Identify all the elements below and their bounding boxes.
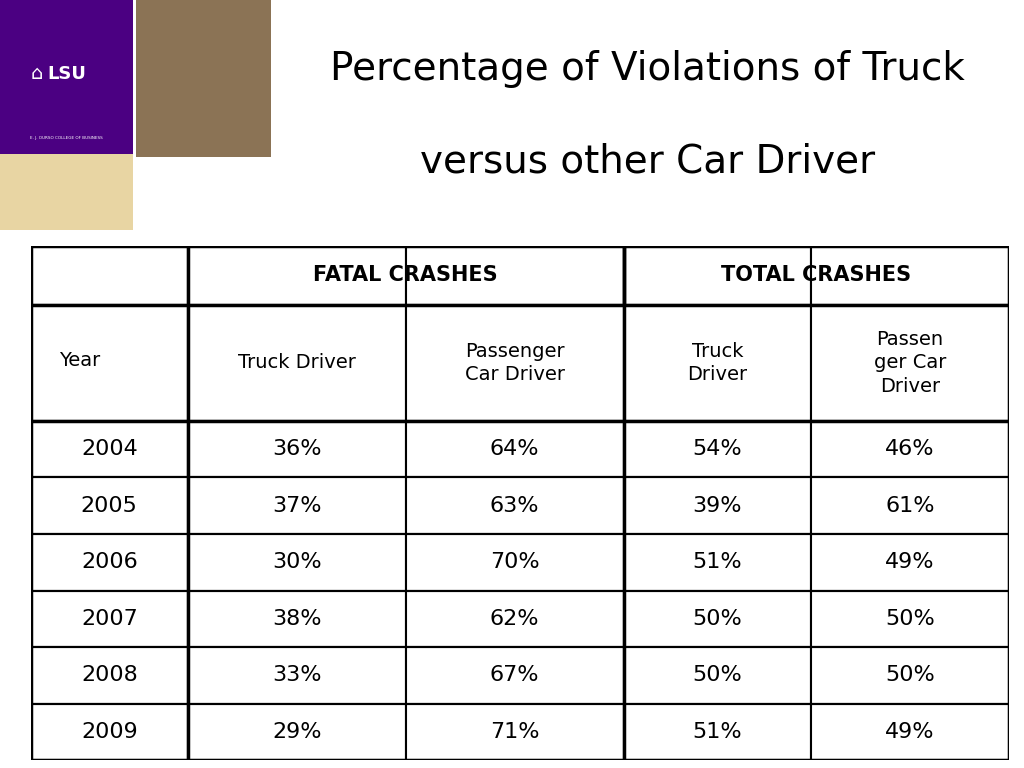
Text: 51%: 51%	[692, 722, 742, 742]
Text: 29%: 29%	[272, 722, 322, 742]
Text: 39%: 39%	[692, 495, 742, 515]
Bar	[624, 703, 811, 760]
Bar	[624, 305, 811, 421]
Bar	[187, 703, 406, 760]
Text: Year: Year	[59, 351, 100, 370]
Bar	[811, 591, 1009, 647]
Text: 71%: 71%	[489, 722, 540, 742]
Text: 70%: 70%	[489, 552, 540, 572]
Bar	[31, 703, 187, 760]
Bar	[187, 421, 406, 477]
Bar	[624, 421, 811, 477]
Bar	[406, 246, 624, 305]
Text: 33%: 33%	[272, 665, 322, 685]
Bar	[31, 246, 187, 305]
Bar	[811, 246, 1009, 305]
Text: 30%: 30%	[272, 552, 322, 572]
Text: 63%: 63%	[489, 495, 540, 515]
Text: 54%: 54%	[692, 439, 742, 459]
Text: 2008: 2008	[81, 665, 137, 685]
Text: 38%: 38%	[272, 609, 322, 629]
Text: TOTAL CRASHES: TOTAL CRASHES	[721, 266, 911, 286]
Text: Passen
ger Car
Driver: Passen ger Car Driver	[873, 329, 946, 396]
Bar	[187, 246, 406, 305]
Bar	[31, 534, 187, 591]
Bar	[0, 154, 133, 230]
Bar	[187, 534, 406, 591]
Bar	[624, 591, 811, 647]
Bar	[811, 647, 1009, 703]
Text: 62%: 62%	[489, 609, 540, 629]
Bar	[624, 246, 811, 305]
Bar	[811, 703, 1009, 760]
Text: 2005: 2005	[81, 495, 137, 515]
Text: 61%: 61%	[885, 495, 935, 515]
Bar	[406, 703, 624, 760]
Text: FATAL CRASHES: FATAL CRASHES	[313, 266, 498, 286]
Text: 50%: 50%	[885, 609, 935, 629]
Text: ⌂: ⌂	[31, 65, 43, 83]
Text: 2006: 2006	[81, 552, 137, 572]
Bar	[187, 591, 406, 647]
Bar	[406, 534, 624, 591]
Bar	[811, 305, 1009, 421]
Bar	[406, 647, 624, 703]
Bar	[406, 421, 624, 477]
Text: 2004: 2004	[81, 439, 137, 459]
Text: 37%: 37%	[272, 495, 322, 515]
Bar	[135, 0, 271, 157]
Text: 46%: 46%	[885, 439, 935, 459]
Bar	[31, 305, 187, 421]
Text: E. J. OURSO COLLEGE OF BUSINESS: E. J. OURSO COLLEGE OF BUSINESS	[30, 136, 102, 141]
Text: Passenger
Car Driver: Passenger Car Driver	[465, 342, 564, 384]
Text: LSU: LSU	[47, 65, 86, 83]
Bar	[406, 305, 624, 421]
Bar	[624, 477, 811, 534]
Text: versus other Car Driver: versus other Car Driver	[420, 142, 876, 180]
Text: Percentage of Violations of Truck: Percentage of Violations of Truck	[331, 50, 965, 88]
Text: 67%: 67%	[489, 665, 540, 685]
Text: 64%: 64%	[489, 439, 540, 459]
Bar	[406, 477, 624, 534]
Bar	[624, 534, 811, 591]
Bar	[0, 0, 133, 157]
Text: 49%: 49%	[885, 722, 935, 742]
Bar	[811, 421, 1009, 477]
Text: 2009: 2009	[81, 722, 137, 742]
Bar	[31, 647, 187, 703]
Bar	[811, 534, 1009, 591]
Text: 50%: 50%	[692, 609, 742, 629]
Text: Truck Driver: Truck Driver	[238, 353, 355, 372]
Bar	[31, 591, 187, 647]
Bar	[187, 305, 406, 421]
Text: 36%: 36%	[272, 439, 322, 459]
Text: 50%: 50%	[885, 665, 935, 685]
Bar	[811, 477, 1009, 534]
Bar	[406, 591, 624, 647]
Text: 50%: 50%	[692, 665, 742, 685]
Bar	[187, 477, 406, 534]
Bar	[187, 647, 406, 703]
Bar	[624, 647, 811, 703]
Bar	[31, 477, 187, 534]
Text: 49%: 49%	[885, 552, 935, 572]
Bar	[31, 421, 187, 477]
Text: 2007: 2007	[81, 609, 137, 629]
Text: Truck
Driver: Truck Driver	[687, 342, 748, 384]
Text: 51%: 51%	[692, 552, 742, 572]
